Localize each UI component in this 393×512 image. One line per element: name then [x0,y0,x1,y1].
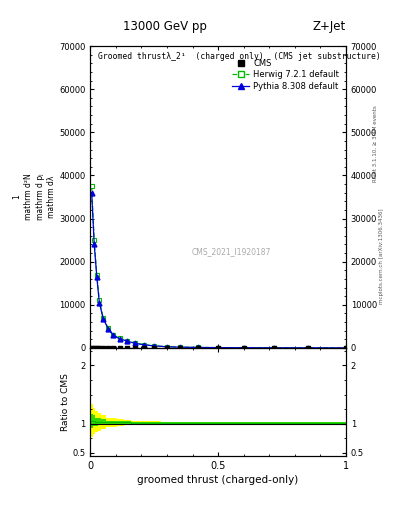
Text: mcplots.cern.ch [arXiv:1306.3436]: mcplots.cern.ch [arXiv:1306.3436] [379,208,384,304]
Text: CMS_2021_I1920187: CMS_2021_I1920187 [191,247,270,256]
Text: 13000 GeV pp: 13000 GeV pp [123,20,207,33]
Text: Z+Jet: Z+Jet [312,20,346,33]
Y-axis label: Ratio to CMS: Ratio to CMS [61,373,70,431]
Legend: CMS, Herwig 7.2.1 default, Pythia 8.308 default: CMS, Herwig 7.2.1 default, Pythia 8.308 … [230,56,342,93]
Y-axis label: 1
mathrm d²N
mathrm d pⱼ
mathrm dλ: 1 mathrm d²N mathrm d pⱼ mathrm dλ [12,174,56,220]
X-axis label: groomed thrust (charged-only): groomed thrust (charged-only) [138,475,299,485]
Text: Groomed thrustλ_2¹  (charged only)  (CMS jet substructure): Groomed thrustλ_2¹ (charged only) (CMS j… [98,52,381,61]
Text: Rivet 3.1.10, ≥ 3.4M events: Rivet 3.1.10, ≥ 3.4M events [373,105,378,182]
